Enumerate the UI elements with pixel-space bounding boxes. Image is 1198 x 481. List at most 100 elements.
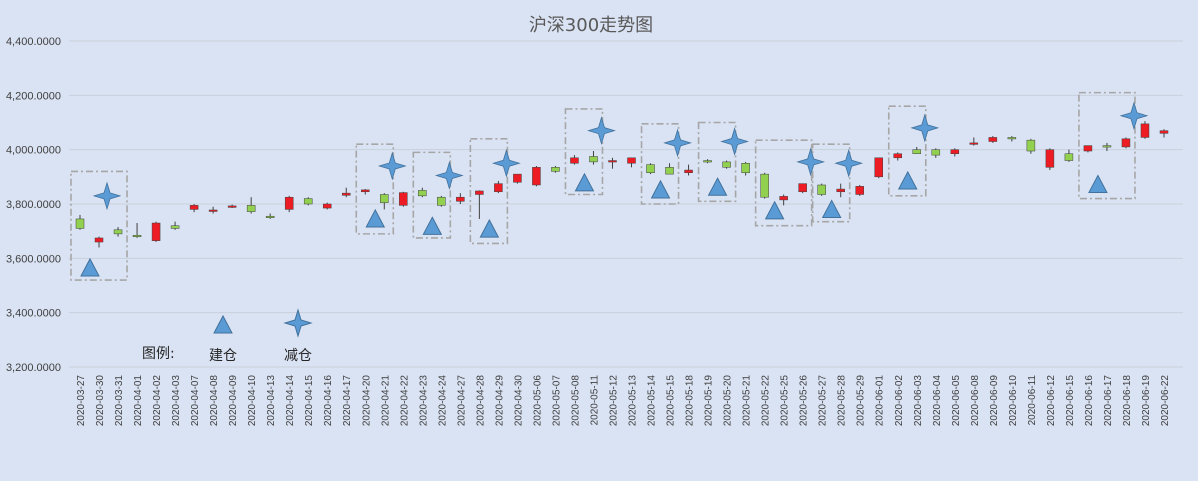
x-tick-label: 2020-03-31 — [114, 375, 125, 427]
highlight-box — [412, 151, 452, 239]
x-tick-label: 2020-04-02 — [152, 375, 163, 427]
candle-body — [912, 149, 922, 154]
x-tick-label: 2020-06-19 — [1141, 375, 1152, 427]
build-triangle-marker — [365, 208, 386, 228]
candle — [646, 163, 655, 175]
y-tick-label: 4,400.0000 — [6, 36, 61, 48]
x-tick-label: 2020-04-14 — [285, 375, 296, 427]
reduce-star-marker — [663, 128, 692, 158]
candle-body — [950, 149, 960, 154]
x-tick-label: 2020-05-18 — [685, 375, 696, 427]
candle-body — [151, 222, 161, 241]
x-tick-label: 2020-06-12 — [1046, 375, 1057, 427]
candle-body — [513, 173, 522, 183]
highlight-box — [754, 139, 813, 227]
candle-body — [836, 188, 845, 193]
legend: 图例: 建仓 减仓 — [142, 308, 313, 364]
legend-reduce-star-icon — [283, 308, 313, 338]
candle — [399, 191, 408, 207]
candle — [170, 221, 180, 230]
x-tick-label: 2020-05-15 — [666, 375, 677, 427]
candle — [513, 173, 522, 184]
reduce-star-marker — [720, 127, 749, 156]
candle-body — [988, 137, 998, 142]
x-tick-label: 2020-04-29 — [494, 375, 505, 427]
candle-body — [551, 167, 560, 172]
candle — [265, 213, 275, 219]
candle-body — [113, 229, 123, 235]
candle — [551, 165, 560, 173]
x-tick-label: 2020-06-16 — [1084, 375, 1095, 427]
x-tick-label: 2020-05-27 — [818, 375, 829, 427]
x-tick-label: 2020-06-03 — [913, 375, 924, 427]
candle — [303, 197, 313, 206]
candle — [874, 157, 883, 179]
x-tick-label: 2020-06-01 — [875, 375, 886, 427]
candle-body — [931, 149, 941, 156]
build-triangle-marker — [897, 170, 918, 190]
x-tick-label: 2020-06-11 — [1027, 375, 1038, 426]
y-tick-label: 3,400.0000 — [6, 308, 61, 320]
x-tick-label: 2020-05-26 — [799, 375, 810, 427]
candle-body — [322, 203, 332, 209]
x-tick-label: 2020-04-23 — [418, 375, 429, 427]
y-tick-label: 4,000.0000 — [6, 145, 61, 157]
candle — [741, 161, 750, 176]
reduce-star-marker — [491, 148, 521, 178]
reduce-star-marker — [434, 161, 464, 190]
candle-body — [703, 160, 712, 163]
x-tick-label: 2020-05-19 — [704, 375, 715, 427]
x-tick-label: 2020-03-27 — [76, 375, 87, 427]
reduce-star-marker — [796, 147, 826, 177]
candle-body — [94, 237, 104, 243]
candle — [322, 202, 332, 210]
candle-body — [646, 164, 655, 174]
candle — [94, 236, 104, 248]
candle — [1083, 145, 1093, 153]
candle — [665, 163, 674, 175]
y-tick-label: 3,600.0000 — [6, 253, 61, 265]
candle — [969, 137, 979, 146]
candle-body — [1007, 137, 1017, 140]
candle-body — [132, 234, 142, 237]
candle — [284, 195, 294, 213]
x-tick-label: 2020-04-08 — [209, 375, 220, 427]
x-tick-label: 2020-06-17 — [1103, 375, 1114, 427]
reduce-star-marker — [910, 113, 940, 143]
candle-body — [303, 198, 313, 205]
x-tick-label: 2020-05-25 — [780, 375, 791, 427]
candle — [380, 193, 389, 210]
legend-label: 图例: — [142, 346, 175, 362]
candle-body — [665, 167, 674, 175]
candle — [836, 183, 845, 198]
candle — [132, 223, 142, 238]
candle — [1026, 138, 1036, 154]
x-tick-label: 2020-05-14 — [647, 375, 658, 427]
legend-build-label: 建仓 — [209, 348, 237, 364]
candle-body — [760, 173, 769, 198]
x-tick-label: 2020-06-04 — [932, 375, 943, 427]
x-tick-label: 2020-04-10 — [247, 375, 258, 427]
x-tick-label: 2020-04-03 — [171, 375, 182, 427]
candle-body — [1140, 123, 1150, 138]
candle-body — [1102, 145, 1112, 148]
x-tick-label: 2020-04-07 — [190, 375, 201, 427]
x-tick-label: 2020-04-28 — [475, 375, 486, 427]
x-tick-label: 2020-05-13 — [628, 375, 639, 427]
build-triangle-marker — [650, 179, 671, 199]
candle — [475, 190, 484, 219]
x-tick-label: 2020-06-05 — [951, 375, 962, 427]
x-tick-label: 2020-05-08 — [570, 375, 581, 427]
candle — [608, 157, 617, 169]
candle — [950, 148, 960, 157]
y-tick-label: 3,200.0000 — [6, 362, 61, 374]
candle — [817, 183, 826, 196]
highlight-box — [811, 143, 851, 223]
x-axis-ticks: 2020-03-27 2020-03-30 2020-03-31 2020-04-01… — [76, 375, 1171, 427]
gridlines — [69, 40, 1183, 368]
candle-body — [246, 205, 256, 212]
candle-body — [589, 156, 598, 163]
x-tick-label: 2020-04-27 — [456, 375, 467, 427]
x-tick-label: 2020-04-13 — [266, 375, 277, 427]
candle-body — [1045, 149, 1055, 168]
